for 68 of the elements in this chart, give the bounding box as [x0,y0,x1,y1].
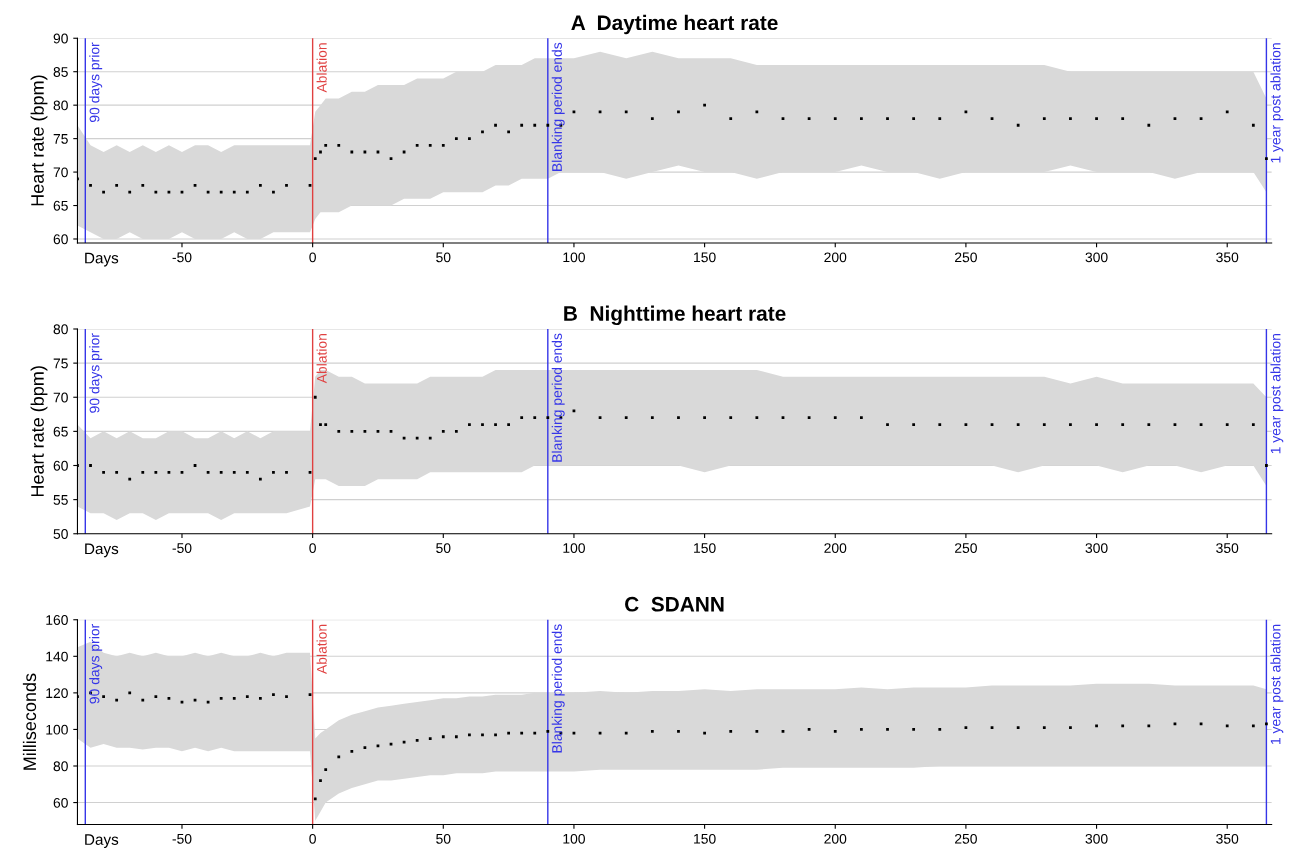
x-tick-label: -50 [172,252,192,263]
x-tick-label: 50 [436,252,451,263]
ref-line-label: 1 year post ablation [1270,43,1284,163]
x-tick-label: 100 [563,543,585,553]
chart-title: C SDANN [625,596,724,612]
x-tick-label: 200 [824,252,847,263]
chart-title: A Daytime heart rate [571,14,778,35]
y-tick-label: 75 [53,134,68,144]
x-tick-label: 0 [309,543,316,553]
y-tick-label: 100 [46,724,68,735]
y-tick-label: 120 [46,688,68,699]
y-tick-label: 70 [53,392,68,403]
y-tick-label: 80 [53,761,68,772]
y-axis-title: Milliseconds [22,673,37,770]
x-tick-label: 0 [309,252,316,263]
ref-line-label: Blanking period ends [551,333,565,462]
ref-line-label: Ablation [316,333,327,384]
ref-line-label: 1 year post ablation [1270,624,1284,744]
y-tick-label: 70 [53,167,68,178]
x-tick-label: 300 [1085,252,1108,263]
x-tick-label: 350 [1216,252,1239,263]
ref-line-label: Blanking period ends [551,42,565,171]
x-axis-title: Days [85,834,119,848]
x-tick-label: 150 [694,833,716,844]
x-axis-title: Days [85,252,119,267]
ref-line-label: 90 days prior [89,42,103,122]
y-tick-label: 50 [53,529,68,539]
y-tick-label: 90 [53,33,68,44]
ref-line-label: Ablation [316,43,327,93]
x-tick-label: 250 [955,252,977,263]
x-tick-label: 200 [824,833,847,844]
ref-line-label: Ablation [316,624,327,674]
y-tick-label: 85 [53,67,68,77]
x-tick-label: 0 [309,833,316,844]
x-tick-label: 150 [694,252,716,263]
y-tick-label: 75 [53,358,68,369]
y-tick-label: 80 [53,324,68,335]
y-tick-label: 60 [53,460,68,471]
x-tick-label: 100 [563,252,585,263]
y-tick-label: 55 [53,495,68,505]
y-tick-label: 80 [53,100,68,111]
x-tick-label: 50 [436,833,451,844]
y-axis-title: Heart rate (bpm) [30,366,48,497]
y-tick-label: 65 [53,426,68,437]
x-tick-label: -50 [172,833,192,844]
x-tick-label: 250 [955,833,977,844]
x-tick-label: 250 [955,543,977,553]
x-tick-label: 300 [1085,833,1108,844]
x-tick-label: 100 [563,833,585,844]
chart-title: B Nighttime heart rate [564,305,786,326]
y-tick-label: 60 [53,234,68,245]
y-tick-label: 160 [46,615,68,625]
x-tick-label: 50 [436,543,451,553]
x-tick-label: 200 [824,543,847,553]
ref-line-label: 90 days prior [89,624,103,704]
y-tick-label: 140 [46,651,68,662]
x-tick-label: 350 [1216,833,1239,844]
x-tick-label: -50 [172,543,192,553]
ref-line-label: 1 year post ablation [1270,333,1284,454]
x-tick-label: 350 [1216,543,1239,553]
y-axis-title: Heart rate (bpm) [30,75,48,206]
x-axis-title: Days [85,543,119,558]
x-tick-label: 300 [1085,543,1108,553]
y-tick-label: 60 [53,797,68,808]
ref-line-label: 90 days prior [89,333,103,413]
y-tick-label: 65 [53,200,68,211]
x-tick-label: 150 [694,543,716,553]
ref-line-label: Blanking period ends [551,624,565,753]
